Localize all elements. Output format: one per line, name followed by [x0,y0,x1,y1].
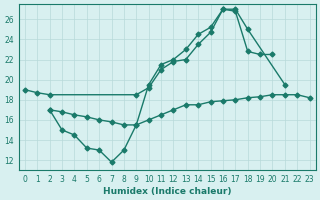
X-axis label: Humidex (Indice chaleur): Humidex (Indice chaleur) [103,187,231,196]
